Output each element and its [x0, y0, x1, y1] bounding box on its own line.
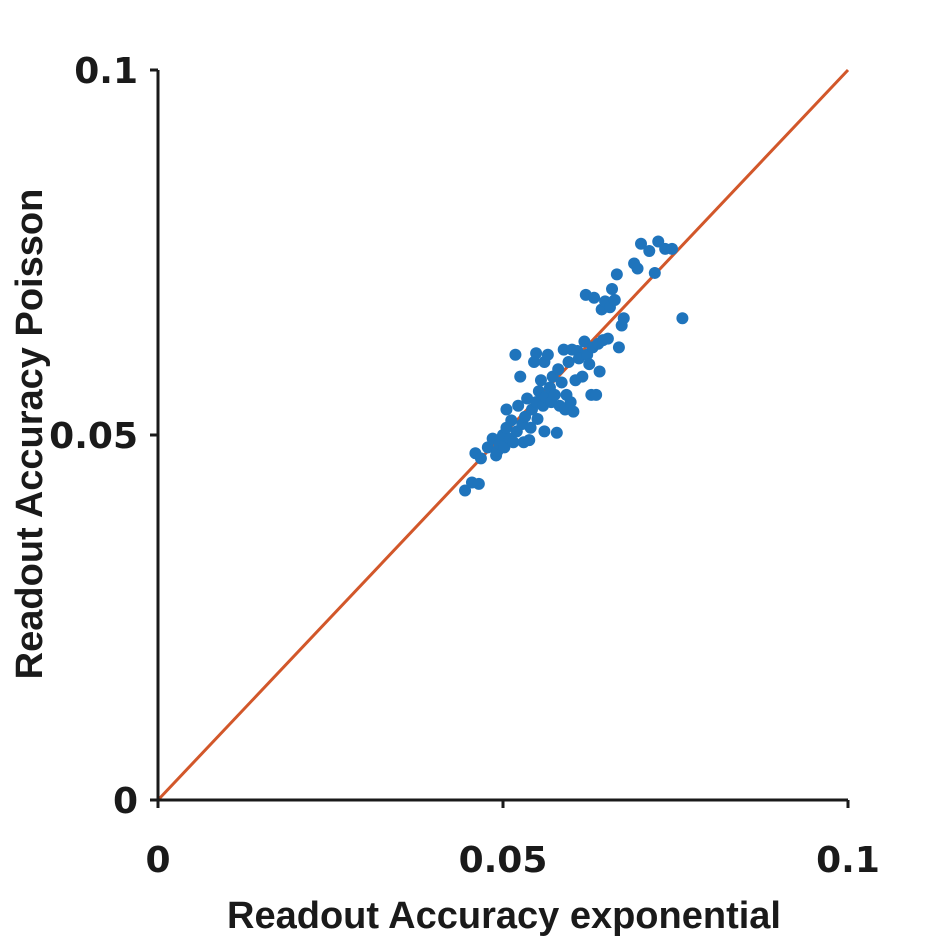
- data-point: [552, 363, 565, 376]
- data-point: [505, 414, 518, 427]
- data-point: [635, 237, 647, 250]
- y-tick-label: 0.1: [74, 51, 138, 92]
- y-ticks: 0 0.05 0.1: [49, 51, 158, 822]
- y-axis-title: Readout Accuracy Poisson: [9, 189, 51, 680]
- y-tick-label: 0.05: [49, 416, 138, 457]
- data-point: [590, 388, 603, 401]
- data-point: [557, 343, 570, 356]
- data-point: [512, 399, 525, 412]
- data-point: [631, 262, 644, 275]
- data-point: [606, 283, 619, 295]
- x-axis-title: Readout Accuracy exponential: [227, 895, 781, 937]
- data-point: [588, 291, 601, 304]
- data-point: [593, 365, 606, 378]
- data-point: [608, 293, 621, 306]
- data-point: [530, 347, 543, 360]
- data-point: [601, 332, 614, 345]
- data-point: [610, 268, 623, 281]
- data-point: [509, 348, 522, 361]
- data-point: [643, 245, 656, 258]
- data-point: [481, 441, 494, 454]
- data-point: [507, 436, 520, 449]
- data-point: [562, 356, 575, 368]
- x-tick-label: 0: [145, 840, 170, 881]
- data-point: [500, 403, 513, 416]
- data-point: [523, 434, 536, 447]
- data-point: [514, 370, 527, 383]
- data-point: [474, 452, 487, 465]
- x-tick-label: 0.1: [816, 840, 880, 881]
- data-point: [534, 374, 547, 387]
- data-point: [583, 358, 596, 371]
- data-point: [538, 425, 551, 438]
- data-point: [648, 266, 661, 279]
- data-point: [498, 441, 511, 454]
- data-point: [531, 412, 544, 425]
- data-point: [555, 376, 568, 389]
- data-point: [612, 341, 625, 354]
- data-point: [564, 396, 577, 409]
- data-point: [541, 348, 554, 361]
- data-point: [548, 388, 561, 401]
- plot-area: [156, 68, 850, 802]
- data-point: [666, 242, 679, 255]
- data-point: [617, 312, 630, 325]
- data-point: [567, 405, 580, 418]
- data-point: [524, 421, 537, 434]
- data-point: [459, 484, 472, 497]
- x-tick-label: 0.05: [459, 840, 548, 881]
- data-point: [576, 370, 589, 383]
- data-point: [676, 312, 689, 325]
- data-point: [472, 477, 485, 490]
- data-point: [521, 392, 534, 405]
- x-ticks: 0 0.05 0.1: [145, 800, 880, 881]
- y-tick-label: 0: [113, 781, 138, 822]
- data-point: [550, 426, 563, 439]
